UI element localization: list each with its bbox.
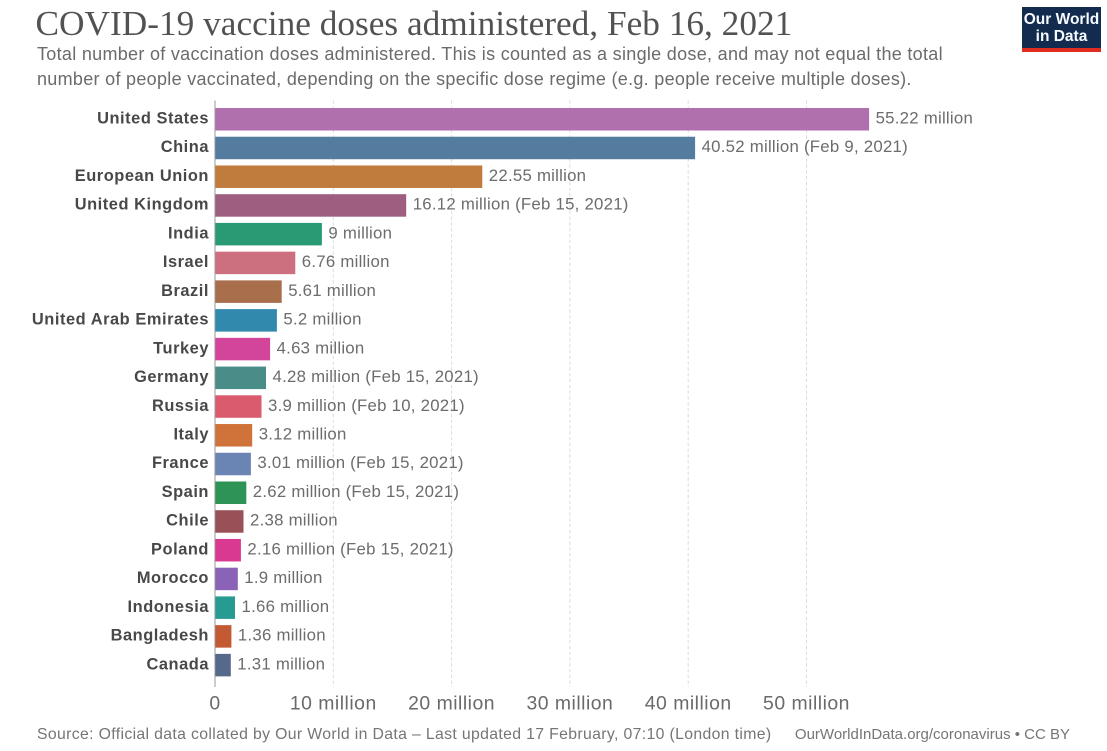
svg-text:16.12 million (Feb 15, 2021): 16.12 million (Feb 15, 2021) <box>413 195 629 214</box>
svg-text:20 million: 20 million <box>408 693 495 715</box>
svg-text:1.9 million: 1.9 million <box>244 568 322 587</box>
svg-text:Russia: Russia <box>152 397 209 415</box>
svg-text:Indonesia: Indonesia <box>128 598 210 616</box>
svg-text:55.22 million: 55.22 million <box>876 108 973 127</box>
svg-text:5.61 million: 5.61 million <box>288 281 376 300</box>
svg-text:India: India <box>168 224 209 242</box>
svg-text:Poland: Poland <box>151 540 209 558</box>
svg-text:Turkey: Turkey <box>153 339 209 357</box>
svg-text:3.9 million (Feb 10, 2021): 3.9 million (Feb 10, 2021) <box>268 396 465 415</box>
svg-text:France: France <box>152 454 209 472</box>
svg-text:Bangladesh: Bangladesh <box>111 627 209 645</box>
svg-text:2.38 million: 2.38 million <box>250 511 338 530</box>
svg-text:Brazil: Brazil <box>161 282 209 300</box>
svg-text:50 million: 50 million <box>763 693 850 715</box>
svg-text:United Kingdom: United Kingdom <box>75 196 209 214</box>
svg-text:European Union: European Union <box>75 167 209 185</box>
svg-text:9 million: 9 million <box>328 223 392 242</box>
svg-text:22.55 million: 22.55 million <box>489 166 586 185</box>
svg-text:6.76 million: 6.76 million <box>302 252 390 271</box>
svg-text:United States: United States <box>97 109 209 127</box>
svg-text:Canada: Canada <box>146 655 209 673</box>
svg-text:40.52 million (Feb 9, 2021): 40.52 million (Feb 9, 2021) <box>702 137 908 156</box>
svg-text:1.31 million: 1.31 million <box>237 654 325 673</box>
svg-text:Italy: Italy <box>173 425 209 443</box>
svg-text:3.12 million: 3.12 million <box>259 424 347 443</box>
svg-text:0: 0 <box>209 693 220 715</box>
svg-text:5.2 million: 5.2 million <box>283 310 361 329</box>
svg-text:Morocco: Morocco <box>137 569 209 587</box>
svg-text:United Arab Emirates: United Arab Emirates <box>32 311 209 329</box>
svg-text:1.66 million: 1.66 million <box>242 597 330 616</box>
svg-text:China: China <box>161 138 210 156</box>
svg-text:30 million: 30 million <box>526 693 613 715</box>
svg-text:Israel: Israel <box>163 253 209 271</box>
svg-text:Spain: Spain <box>162 483 209 501</box>
svg-text:4.63 million: 4.63 million <box>277 338 365 357</box>
svg-text:2.62 million (Feb 15, 2021): 2.62 million (Feb 15, 2021) <box>253 482 459 501</box>
svg-text:1.36 million: 1.36 million <box>238 626 326 645</box>
svg-text:4.28 million (Feb 15, 2021): 4.28 million (Feb 15, 2021) <box>273 367 479 386</box>
svg-text:Chile: Chile <box>166 512 209 530</box>
svg-text:40 million: 40 million <box>645 693 732 715</box>
svg-text:3.01 million (Feb 15, 2021): 3.01 million (Feb 15, 2021) <box>257 453 463 472</box>
svg-text:2.16 million (Feb 15, 2021): 2.16 million (Feb 15, 2021) <box>247 539 453 558</box>
svg-text:10 million: 10 million <box>290 693 377 715</box>
svg-text:Germany: Germany <box>134 368 209 386</box>
